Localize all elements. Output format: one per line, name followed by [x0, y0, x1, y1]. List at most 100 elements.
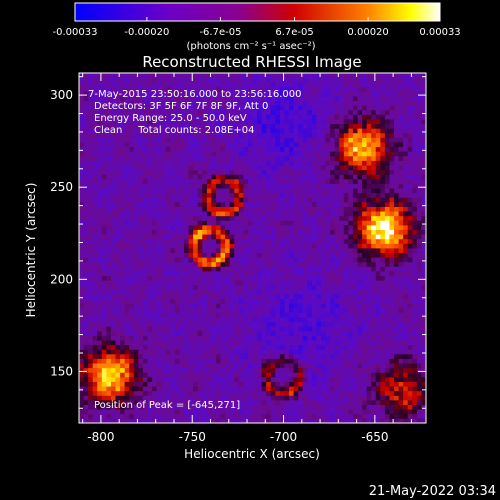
heatmap-cell	[211, 109, 217, 115]
heatmap-cell	[152, 183, 158, 189]
heatmap-cell	[193, 330, 199, 336]
heatmap-cell	[165, 146, 171, 152]
heatmap-cell	[252, 201, 258, 207]
heatmap-cell	[257, 224, 263, 230]
heatmap-cell	[252, 284, 258, 290]
heatmap-cell	[307, 298, 313, 304]
heatmap-cell	[357, 77, 363, 83]
heatmap-cell	[193, 372, 199, 378]
heatmap-cell	[289, 174, 294, 180]
heatmap-cell	[97, 192, 103, 198]
heatmap-cell	[206, 376, 212, 382]
heatmap-cell	[330, 358, 336, 364]
heatmap-cell	[229, 169, 235, 175]
heatmap-cell	[320, 224, 326, 230]
heatmap-cell	[362, 248, 368, 254]
heatmap-cell	[343, 109, 349, 115]
heatmap-cell	[229, 303, 235, 309]
heatmap-cell	[152, 303, 158, 309]
heatmap-cell	[97, 169, 103, 175]
heatmap-cell	[234, 174, 240, 180]
heatmap-cell	[293, 243, 299, 249]
heatmap-cell	[193, 404, 199, 410]
heatmap-cell	[152, 335, 158, 341]
heatmap-cell	[293, 91, 299, 97]
heatmap-cell	[243, 243, 249, 249]
heatmap-cell	[252, 326, 258, 332]
heatmap-cell	[234, 201, 240, 207]
heatmap-cell	[229, 238, 235, 244]
heatmap-cell	[138, 206, 144, 212]
heatmap-cell	[206, 344, 212, 350]
heatmap-cell	[257, 330, 263, 336]
heatmap-cell	[298, 409, 304, 415]
heatmap-cell	[79, 151, 84, 157]
heatmap-cell	[124, 404, 130, 410]
heatmap-cell	[307, 155, 313, 161]
heatmap-cell	[133, 165, 139, 171]
heatmap-cell	[83, 289, 89, 295]
heatmap-cell	[174, 215, 180, 221]
heatmap-cell	[302, 160, 308, 166]
heatmap-cell	[115, 132, 121, 138]
heatmap-cell	[289, 105, 294, 111]
heatmap-cell	[220, 390, 226, 396]
heatmap-cell	[243, 211, 249, 217]
heatmap-cell	[302, 77, 308, 83]
heatmap-cell	[348, 86, 354, 92]
heatmap-cell	[124, 91, 130, 97]
heatmap-cell	[170, 238, 176, 244]
heatmap-cell	[197, 303, 203, 309]
heatmap-cell	[366, 303, 372, 309]
heatmap-cell	[320, 363, 326, 369]
heatmap-cell	[220, 289, 226, 295]
heatmap-cell	[275, 114, 281, 120]
heatmap-cell	[179, 211, 185, 217]
heatmap-cell	[184, 395, 189, 401]
heatmap-cell	[238, 91, 244, 97]
heatmap-cell	[284, 372, 290, 378]
heatmap-cell	[97, 178, 103, 184]
heatmap-cell	[225, 298, 231, 304]
heatmap-cell	[156, 376, 162, 382]
heatmap-cell	[307, 303, 313, 309]
heatmap-cell	[184, 372, 189, 378]
heatmap-cell	[311, 220, 317, 226]
heatmap-cell	[147, 363, 153, 369]
heatmap-cell	[362, 137, 368, 143]
heatmap-cell	[92, 284, 98, 290]
heatmap-cell	[302, 404, 308, 410]
heatmap-cell	[197, 238, 203, 244]
heatmap-cell	[289, 344, 294, 350]
heatmap-cell	[88, 119, 94, 125]
heatmap-cell	[211, 413, 217, 419]
heatmap-cell	[334, 399, 340, 405]
heatmap-cell	[88, 211, 94, 217]
heatmap-cell	[142, 119, 148, 125]
heatmap-cell	[234, 82, 240, 88]
heatmap-cell	[174, 119, 180, 125]
heatmap-cell	[156, 220, 162, 226]
heatmap-cell	[330, 229, 336, 235]
heatmap-cell	[375, 307, 381, 313]
heatmap-cell	[156, 86, 162, 92]
heatmap-cell	[193, 252, 199, 258]
heatmap-cell	[270, 123, 276, 129]
heatmap-cell	[275, 229, 281, 235]
heatmap-cell	[252, 390, 258, 396]
heatmap-cell	[170, 353, 176, 359]
heatmap-cell	[234, 376, 240, 382]
heatmap-cell	[311, 261, 317, 267]
heatmap-cell	[115, 82, 121, 88]
heatmap-cell	[252, 211, 258, 217]
heatmap-cell	[188, 252, 194, 258]
heatmap-cell	[156, 363, 162, 369]
heatmap-cell	[270, 307, 276, 313]
heatmap-cell	[279, 386, 285, 392]
heatmap-cell	[79, 294, 84, 300]
heatmap-cell	[252, 220, 258, 226]
heatmap-cell	[289, 137, 294, 143]
heatmap-cell	[129, 197, 135, 203]
heatmap-cell	[266, 326, 272, 332]
heatmap-cell	[129, 151, 135, 157]
